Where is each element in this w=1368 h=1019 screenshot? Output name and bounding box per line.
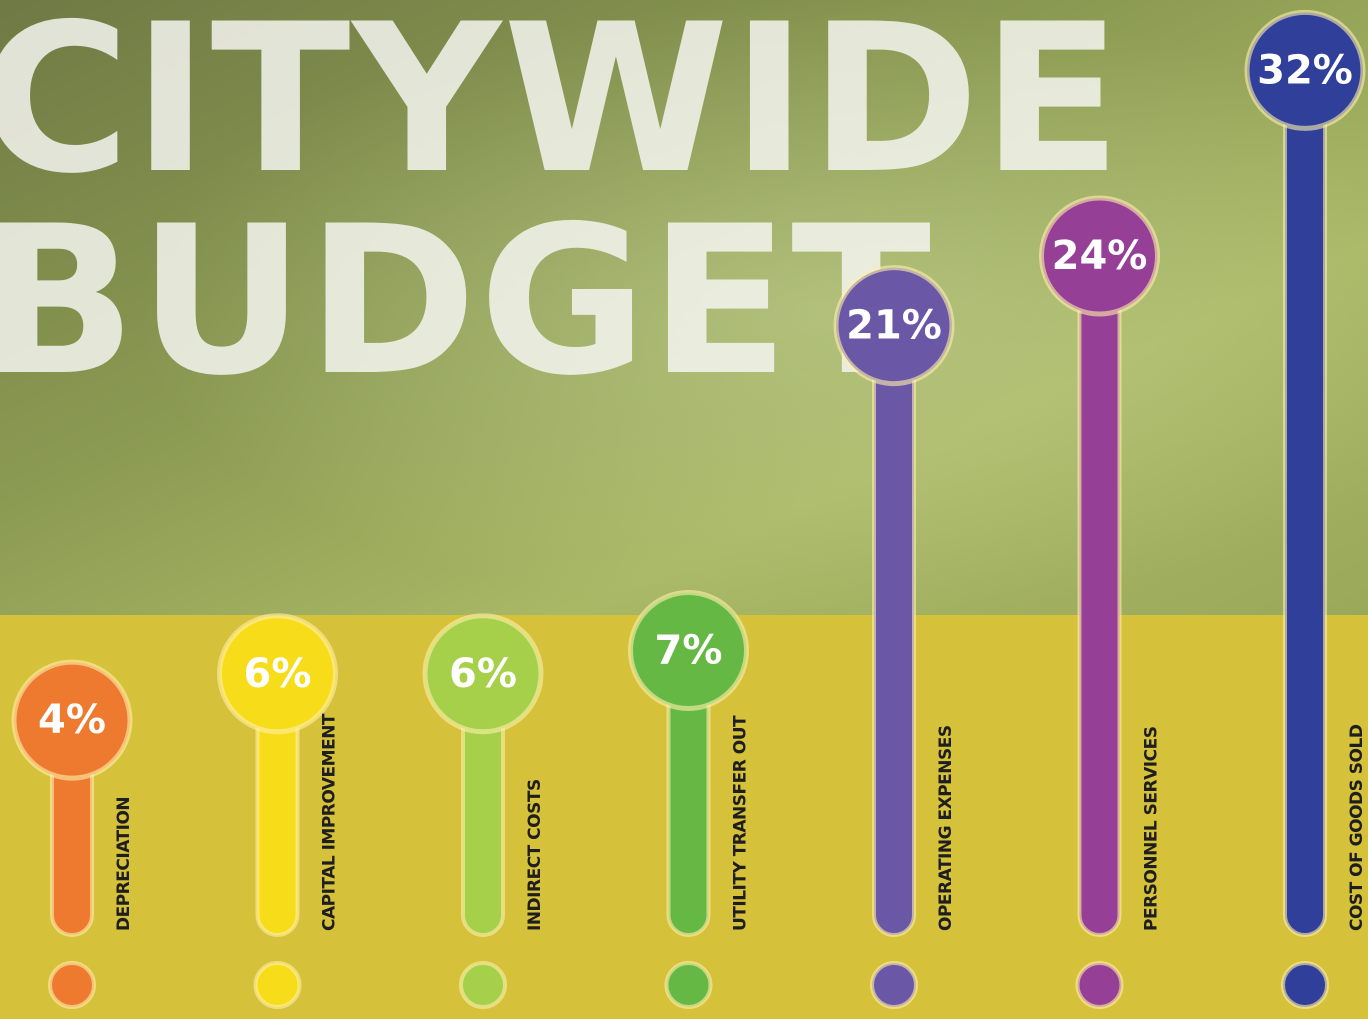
head (628, 590, 749, 712)
category-label: OPERATING EXPENSES (936, 725, 956, 931)
category-label: UTILITY TRANSFER OUT (731, 715, 751, 931)
head (1244, 9, 1366, 131)
stick (872, 323, 916, 938)
stick (1077, 254, 1122, 937)
head (1039, 195, 1160, 317)
foot-dot (48, 961, 96, 1009)
foot-dot (1281, 961, 1329, 1009)
category-label: COST OF GOODS SOLD (1347, 724, 1367, 931)
value-label: 21% (846, 303, 942, 349)
foot-dot (870, 961, 918, 1009)
value-label: 24% (1052, 233, 1148, 279)
category-label: PERSONNEL SERVICES (1142, 727, 1162, 931)
head (217, 613, 338, 735)
value-label: 32% (1257, 47, 1353, 93)
foot-dot (664, 961, 713, 1009)
head (11, 659, 133, 781)
foot-dot (459, 961, 507, 1009)
stick (1283, 68, 1327, 938)
value-label: 6% (449, 651, 517, 697)
tree-highlight (0, 0, 1368, 620)
value-label: 7% (655, 628, 723, 674)
category-label: INDIRECT COSTS (525, 779, 545, 931)
foot-dot (253, 961, 302, 1009)
chart-title: CITYWIDE (0, 0, 1124, 219)
value-label: 6% (244, 651, 312, 697)
value-label: 4% (38, 697, 106, 743)
category-label: DEPRECIATION (114, 797, 134, 931)
head (833, 265, 955, 387)
foot-dot (1075, 961, 1124, 1009)
head (422, 613, 544, 735)
chart-title: BUDGET (0, 183, 933, 421)
category-label: CAPITAL IMPROVEMENT (320, 713, 340, 931)
